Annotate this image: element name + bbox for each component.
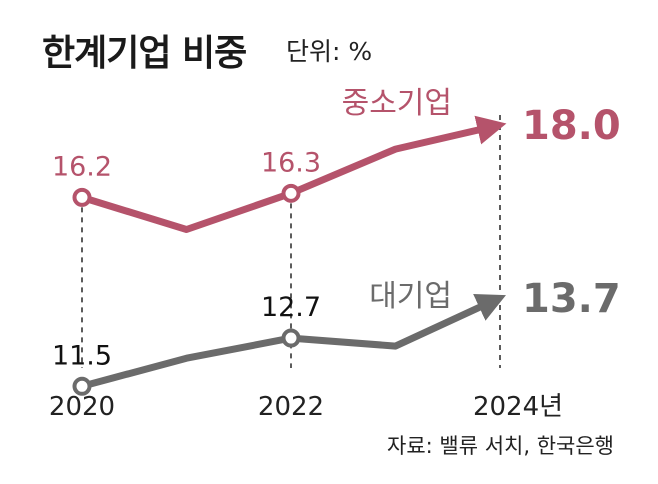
- data-label-sme-2022: 16.3: [261, 147, 321, 178]
- series-name-sme: 중소기업: [342, 86, 452, 121]
- x-tick-label-2020: 2020: [49, 392, 115, 422]
- series-name-large: 대기업: [369, 279, 452, 314]
- point-marker-sme-2020: [72, 187, 92, 207]
- point-marker-sme-2022: [281, 183, 301, 203]
- end-value-large: 13.7: [522, 276, 621, 322]
- x-tick-label-2024: 2024년: [473, 392, 563, 422]
- source-note: 자료: 밸류 서치, 한국은행: [387, 434, 614, 458]
- series-line-sme: [80, 115, 507, 233]
- x-tick-label-2022: 2022: [258, 392, 324, 422]
- data-label-large-2022: 12.7: [261, 292, 321, 323]
- point-marker-large-2020: [72, 376, 92, 396]
- data-label-large-2020: 11.5: [52, 340, 112, 371]
- unit-label: 단위: %: [286, 37, 373, 66]
- data-label-sme-2020: 16.2: [52, 151, 112, 182]
- end-value-sme: 18.0: [522, 103, 621, 149]
- chart-title: 한계기업 비중: [42, 33, 247, 74]
- point-marker-large-2022: [281, 328, 301, 348]
